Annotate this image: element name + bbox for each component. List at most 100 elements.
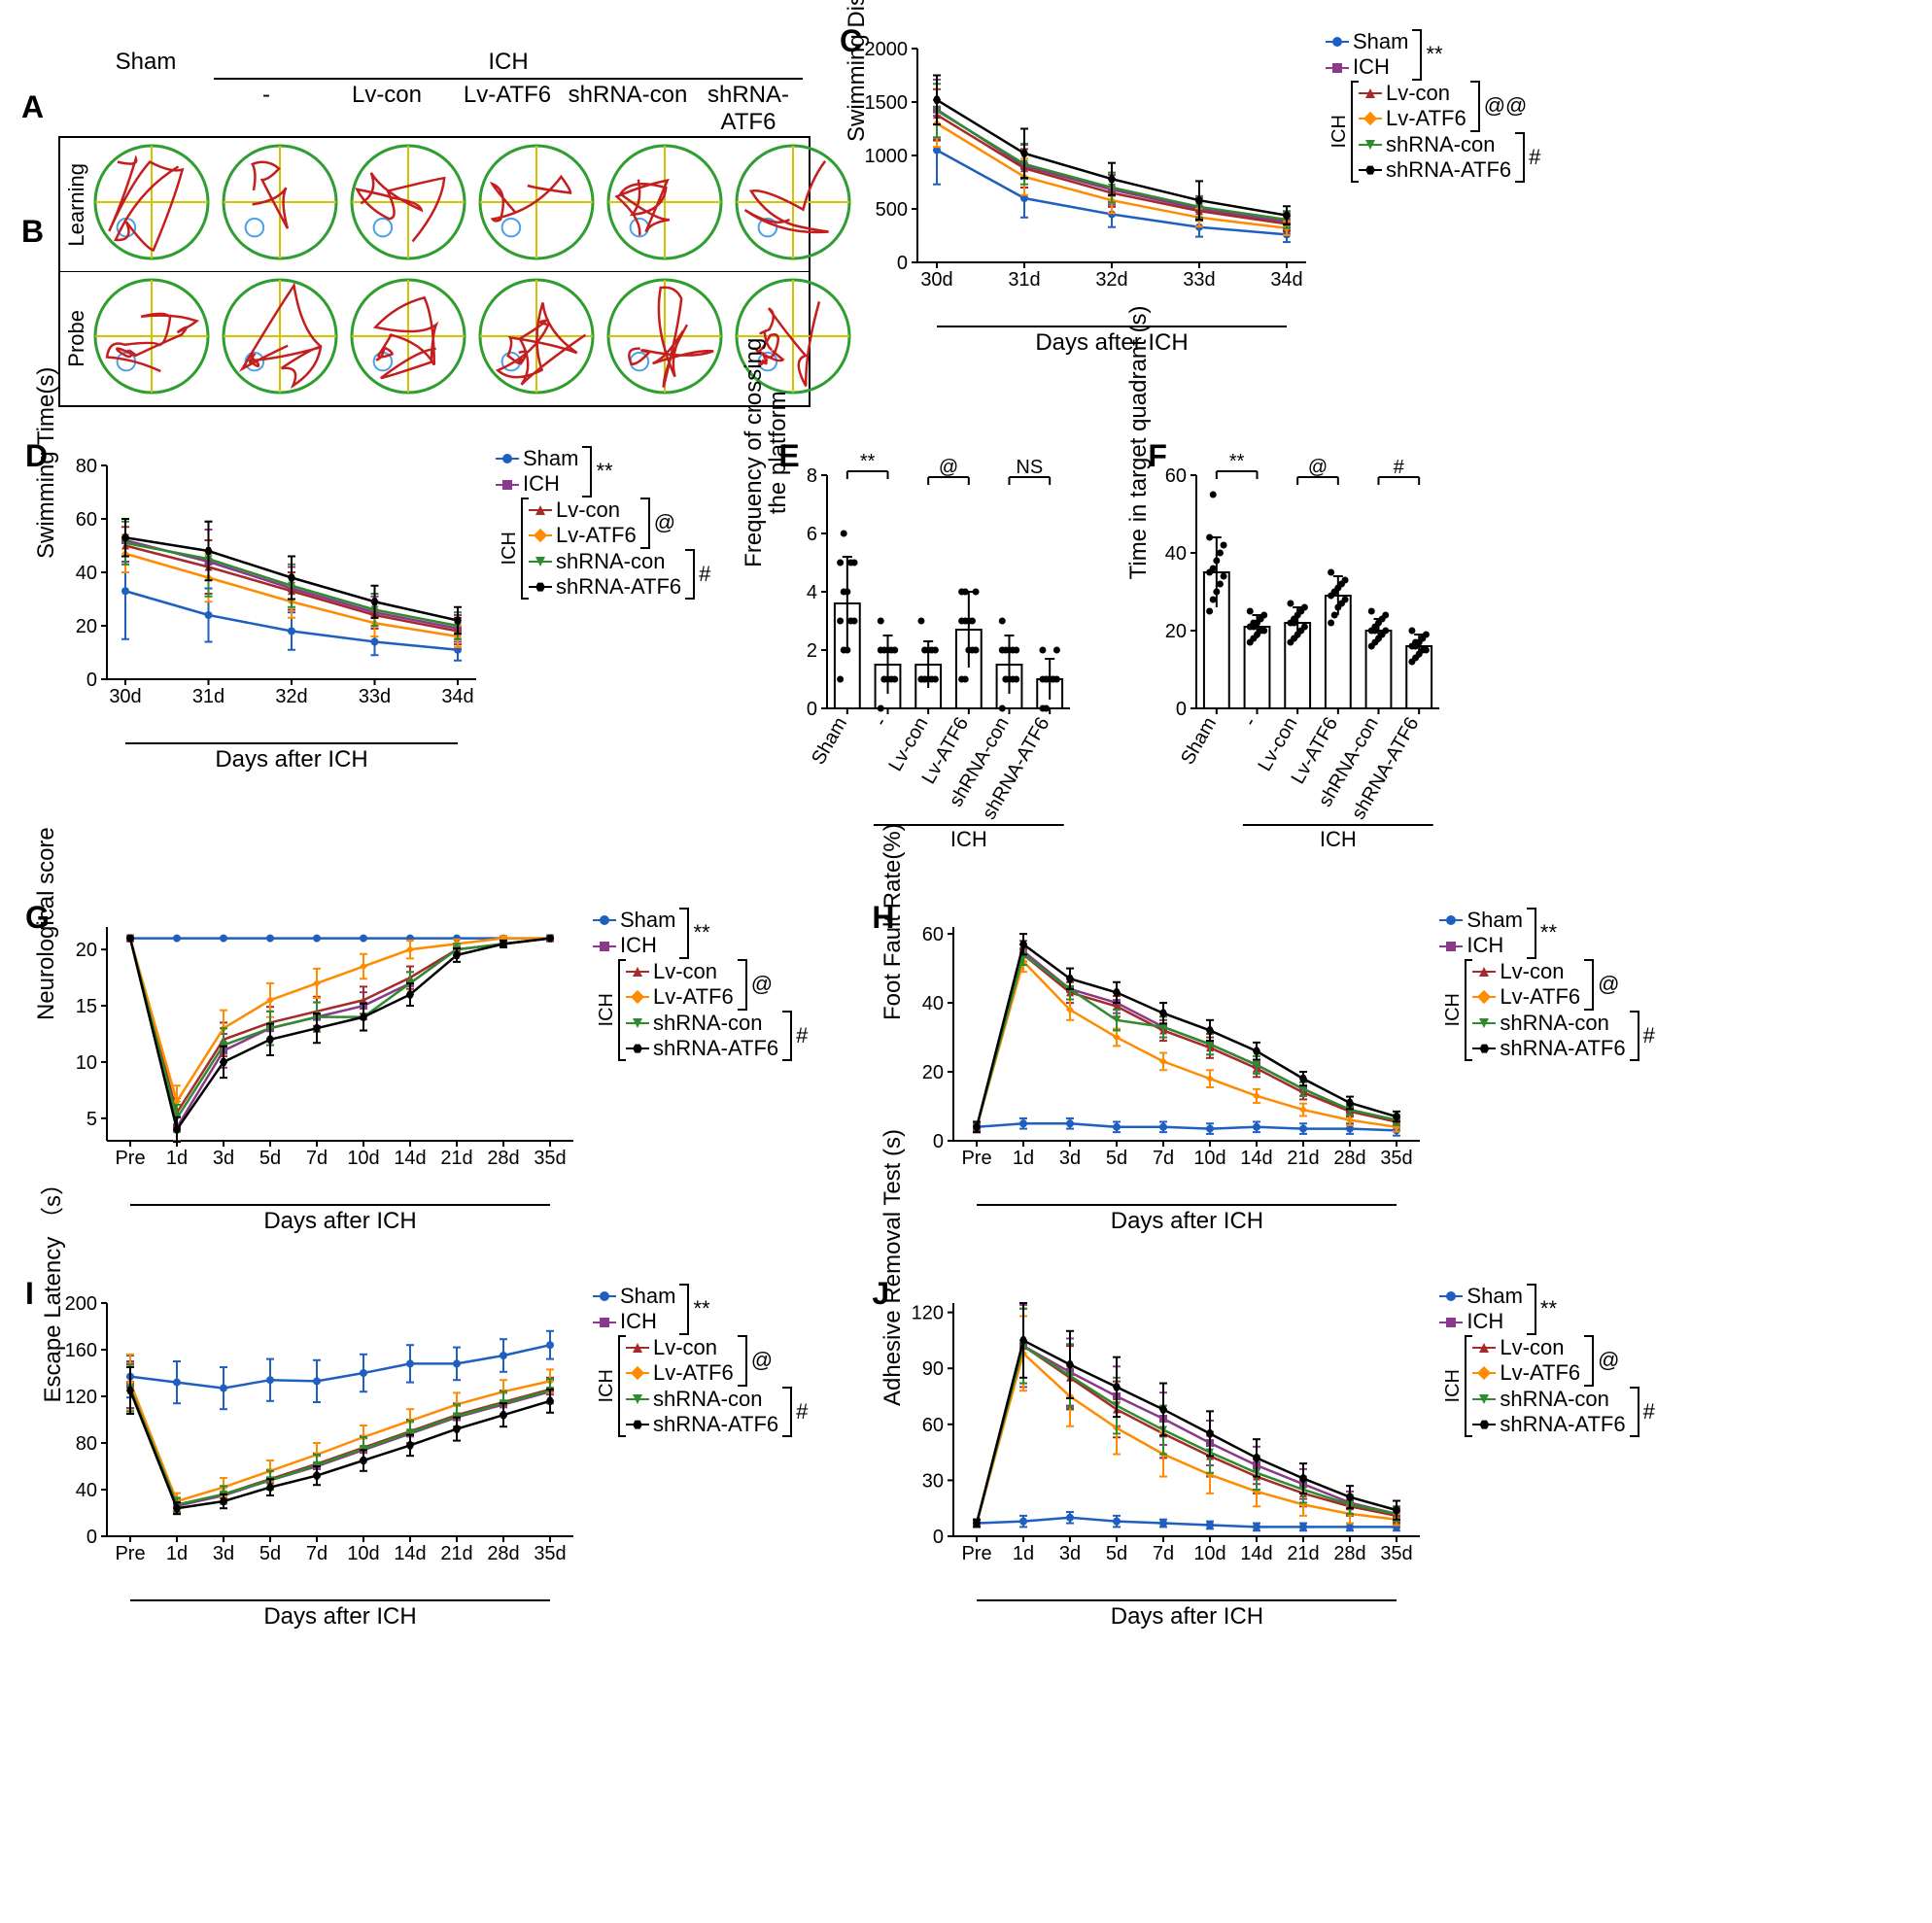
sig-label: ** xyxy=(689,920,709,945)
legend-item: shRNA-ATF6 xyxy=(626,1036,778,1061)
legend-item: shRNA-con xyxy=(1472,1011,1625,1036)
ylabel: Neurological score xyxy=(33,827,60,1020)
panel-I: Escape Latency （s）04080120160200Pre1d3d5… xyxy=(39,1284,808,1631)
ytick-label: 200 xyxy=(65,1293,97,1315)
legend-item: Sham xyxy=(593,1284,675,1309)
legend-text: Lv-con xyxy=(653,1335,717,1360)
legend-item: Lv-ATF6 xyxy=(1472,1360,1580,1386)
sig-label: ** xyxy=(1536,1296,1557,1322)
ytick-label: 0 xyxy=(1176,699,1187,720)
scatter-point xyxy=(1221,573,1227,580)
scatter-point xyxy=(1423,647,1430,654)
legend-text: Sham xyxy=(620,1284,675,1309)
legend-item: shRNA-ATF6 xyxy=(1472,1036,1625,1061)
legend-item: shRNA-con xyxy=(1359,132,1511,157)
scatter-point xyxy=(1221,542,1227,549)
legend-text: shRNA-con xyxy=(653,1011,762,1036)
scatter-point xyxy=(1207,608,1214,615)
scatter-point xyxy=(921,676,928,683)
panel-C: Swimming Distance(mm)050010001500200030d… xyxy=(849,29,1540,357)
scatter-point xyxy=(845,589,851,596)
scatter-point xyxy=(1053,647,1060,654)
xtick-label: 35d xyxy=(534,1148,566,1169)
legend: Sham ICH **ICH Lv-con Lv-ATF6 @ shRNA-co… xyxy=(1439,908,1654,1061)
ylabel: Time in target quadrant (s) xyxy=(1126,306,1151,580)
scatter-point xyxy=(1214,558,1221,565)
scatter-point xyxy=(918,618,925,625)
scatter-point xyxy=(1342,597,1349,603)
scatter-point xyxy=(851,560,858,567)
sig-label: @@ xyxy=(1480,93,1528,119)
scatter-point xyxy=(1409,628,1416,635)
scatter-point xyxy=(1368,608,1375,615)
xtick-label: 30d xyxy=(109,686,141,707)
maze-col-label: - xyxy=(206,82,327,136)
sig-label: # xyxy=(695,562,710,587)
panel-D: Swimming Time(s)02040608030d31d32d33d34d… xyxy=(39,446,710,773)
legend-item: Sham xyxy=(496,446,578,471)
panel-H: Foot Fault Rate(%)0204060Pre1d3d5d7d10d1… xyxy=(885,908,1654,1235)
legend-item: shRNA-ATF6 xyxy=(1472,1412,1625,1437)
legend-text: Lv-ATF6 xyxy=(1386,106,1466,131)
sig-label: ** xyxy=(860,451,876,472)
scatter-point xyxy=(1261,612,1268,619)
legend-text: shRNA-con xyxy=(1500,1387,1608,1412)
xtick-label: Sham xyxy=(1177,714,1221,769)
xtick-label: 28d xyxy=(487,1148,519,1169)
legend-text: shRNA-ATF6 xyxy=(1500,1036,1625,1061)
sig-label: @ xyxy=(747,972,773,997)
scatter-point xyxy=(973,589,980,596)
xtick-label: 7d xyxy=(1153,1543,1174,1564)
legend-text: Sham xyxy=(523,446,578,471)
legend-item: ICH xyxy=(1439,1309,1522,1334)
ylabel: Swimming Distance(mm) xyxy=(844,0,871,142)
xlabel: Days after ICH xyxy=(917,329,1306,357)
legend-item: Lv-con xyxy=(626,1335,734,1360)
sig-label: ** xyxy=(689,1296,709,1322)
sig-label: # xyxy=(792,1023,808,1048)
legend-item: Sham xyxy=(1439,908,1522,933)
scatter-point xyxy=(1051,676,1057,683)
xtick-label: 35d xyxy=(1381,1148,1413,1169)
legend-text: Lv-con xyxy=(1500,959,1564,984)
xtick-label: 3d xyxy=(1059,1148,1081,1169)
maze-block: A B Sham ICH -Lv-conLv-ATF6shRNA-conshRN… xyxy=(58,49,811,407)
chart-svg: 050010001500200030d31d32d33d34d xyxy=(849,29,1316,321)
legend-text: ICH xyxy=(1353,54,1390,80)
scatter-point xyxy=(892,647,899,654)
scatter-point xyxy=(851,618,858,625)
legend: Sham ICH **ICH Lv-con Lv-ATF6 @ shRNA-co… xyxy=(1439,1284,1654,1437)
xtick-label: Pre xyxy=(962,1543,992,1564)
ytick-label: 2 xyxy=(807,640,817,662)
scatter-point xyxy=(1251,620,1258,627)
xtick-label: 5d xyxy=(1106,1148,1127,1169)
xtick-label: 28d xyxy=(1334,1543,1366,1564)
sig-label: # xyxy=(792,1399,808,1425)
sig-label: ** xyxy=(592,459,612,484)
legend-text: ICH xyxy=(620,1309,657,1334)
scatter-point xyxy=(892,676,899,683)
xtick-label: 34d xyxy=(1270,269,1302,291)
xtick-label: - xyxy=(1240,714,1261,731)
ylabel: Swimming Time(s) xyxy=(33,367,60,559)
xtick-label: 28d xyxy=(487,1543,519,1564)
legend-text: ICH xyxy=(1466,1309,1503,1334)
xtick-label: 7d xyxy=(306,1148,328,1169)
scatter-point xyxy=(1372,628,1379,635)
legend-item: ICH xyxy=(496,471,578,497)
scatter-point xyxy=(1014,647,1020,654)
scatter-point xyxy=(878,705,884,712)
xtick-label: 14d xyxy=(394,1543,426,1564)
sig-label: ** xyxy=(1536,920,1557,945)
ytick-label: 60 xyxy=(1165,465,1187,487)
xtick-label: 35d xyxy=(534,1543,566,1564)
legend-ich-label: ICH xyxy=(593,993,618,1026)
sig-label: @ xyxy=(1308,457,1328,478)
sig-label: ** xyxy=(1229,451,1245,472)
ylabel: Frequency of crossingthe platform xyxy=(742,338,790,567)
legend-item: shRNA-ATF6 xyxy=(626,1412,778,1437)
legend-text: Lv-con xyxy=(1500,1335,1564,1360)
xtick-label: 1d xyxy=(166,1148,188,1169)
xtick-label: 21d xyxy=(440,1543,472,1564)
xtick-label: 31d xyxy=(192,686,224,707)
